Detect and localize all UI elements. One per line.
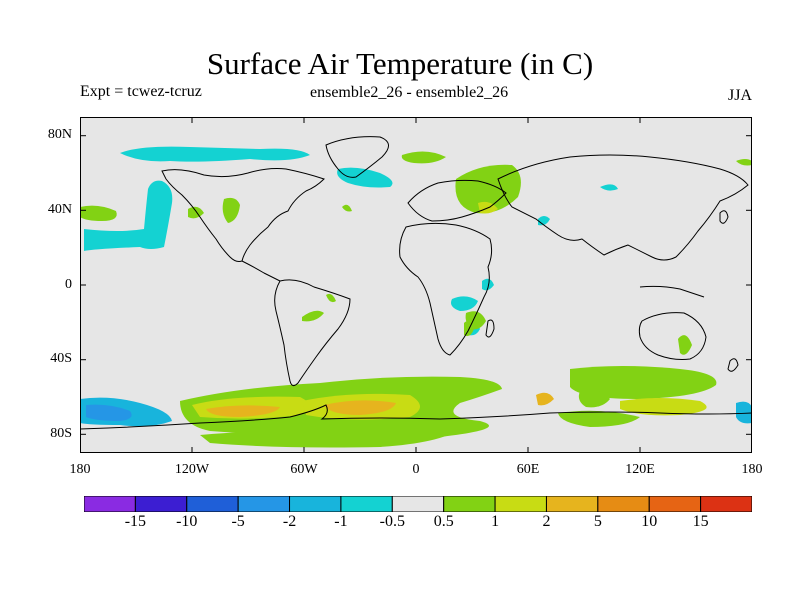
colorbar-label: -5 [231,513,245,530]
lon-tick-label: 60E [516,462,540,477]
lon-tick-label: 120E [625,462,655,477]
anomaly-europe [455,164,521,214]
map-panel [80,117,752,453]
colorbar-swatch [597,496,650,512]
anomaly-north-pacific [84,180,173,251]
lon-tick-label: 180 [741,462,763,477]
coast-africa [399,222,493,356]
coast-greenland [325,136,389,178]
lat-tick-label: 0 [65,277,72,292]
anomaly-atlantic-small [342,204,352,212]
lon-tick-label: 120W [174,462,210,477]
coast-indonesia [639,285,705,298]
colorbar-label: 0.5 [433,513,454,530]
lat-tick-label: 40N [47,202,72,217]
colorbar-swatch [648,496,702,512]
anomaly-south-east-edge [736,401,752,424]
anomaly-indian-ocean [570,366,717,399]
anomaly-southern-ocean-orange-1 [206,405,280,417]
colorbar-label: 15 [692,513,709,530]
colorbar-swatch [289,496,342,512]
colorbar-label: 2 [542,513,551,530]
colorbar-swatch [134,496,188,512]
colorbar-swatch [391,496,445,512]
anomaly-arctic-canada [120,146,310,162]
colorbar-swatch [443,496,496,512]
coast-south-america [274,279,351,387]
anomaly-antarctica-strip [200,429,460,448]
anomaly-indian-ocean-green-2 [578,390,610,408]
coast-north-america [161,168,325,262]
colorbar-swatch [545,496,599,512]
anomaly-south-america-2 [326,293,336,303]
anomaly-north-pacific-green [80,205,117,221]
anomaly-australia [678,335,692,355]
coast-antarctica [80,404,752,430]
colorbar-swatch [494,496,547,512]
season-label: JJA [727,87,752,104]
anomaly-south-america [302,310,324,322]
anomaly-asia-small [600,184,618,191]
coast-europe [407,179,507,222]
colorbar-swatch [84,496,136,512]
coast-madagascar [485,319,495,338]
lat-tick-label: 80N [47,127,72,142]
anomaly-indian-ocean-orange [536,392,554,406]
anomaly-africa-east [451,296,478,311]
colorbar-label: -1 [334,513,348,530]
anomaly-north-atlantic [337,167,393,188]
colorbar-swatch [237,496,291,512]
map-frame [80,117,752,453]
colorbar-swatch [700,496,752,512]
coast-central-america [241,260,281,282]
colorbar [84,496,752,512]
coast-japan [719,210,729,224]
coast-asia [497,154,749,261]
lat-tick-label: 40S [50,351,72,366]
experiment-label: Expt = tcwez-tcruz [80,83,202,100]
map-title: Surface Air Temperature (in C) [206,46,594,81]
colorbar-label: 10 [641,513,658,530]
lon-tick-label: 60W [290,462,318,477]
anomaly-antarctica-east [558,410,640,427]
coastlines [80,136,752,430]
anomaly-south-pacific-core [86,404,132,421]
anomaly-greenland [401,151,446,164]
lat-tick-label: 80S [50,426,72,441]
colorbar-swatch [340,496,393,512]
anomaly-north-america-2 [222,197,240,223]
comparison-label: ensemble2_26 - ensemble2_26 [310,84,509,101]
anomaly-regions [80,146,752,448]
anomaly-indian-ocean-yellow [620,398,707,416]
colorbar-label: 1 [491,513,500,530]
lon-tick-label: 180 [69,462,91,477]
colorbar-label: 5 [593,513,602,530]
colorbar-swatch [186,496,239,512]
anomaly-pacific-east [736,159,752,166]
lon-tick-label: 0 [412,462,420,477]
colorbar-label: -15 [124,513,147,530]
coast-australia [638,312,707,360]
colorbar-label: -2 [282,513,297,530]
coast-new-zealand [727,358,739,372]
anomaly-southern-ocean-orange-2 [324,400,396,415]
colorbar-label: -0.5 [379,513,405,530]
anomaly-north-america-1 [188,206,204,219]
colorbar-label: -10 [176,513,198,530]
anomaly-africa-horn [482,278,494,291]
